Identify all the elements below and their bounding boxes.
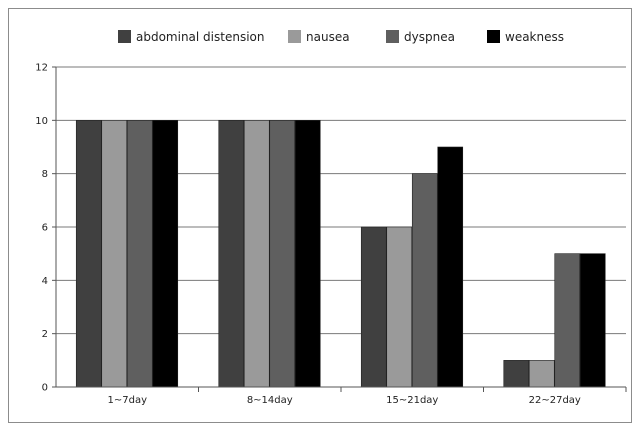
x-tick-label: 15~21day <box>386 395 438 406</box>
x-tick-label: 8~14day <box>247 395 293 406</box>
bars <box>75 120 606 388</box>
bar-abdominal-distension-1 <box>218 120 245 388</box>
legend-swatch <box>487 30 500 43</box>
y-tick-label: 8 <box>42 169 48 180</box>
bar-dyspnea-3 <box>554 253 581 388</box>
bar-nausea-0 <box>101 120 128 388</box>
y-tick-label: 12 <box>35 63 48 74</box>
bar-abdominal-distension-2 <box>360 226 387 388</box>
legend-label: nausea <box>306 30 350 44</box>
bar-weakness-1 <box>294 120 321 388</box>
bar-nausea-3 <box>528 360 555 388</box>
y-tick-label: 10 <box>35 116 48 127</box>
legend-swatch <box>386 30 399 43</box>
y-tick-label: 6 <box>42 223 48 234</box>
bar-dyspnea-2 <box>411 173 438 388</box>
bar-weakness-0 <box>152 120 179 388</box>
legend-swatch <box>288 30 301 43</box>
axes: 0 2 4 6 8 10 12 1~7day 8~14day 15~21day 22~27day <box>35 63 627 406</box>
bar-dyspnea-0 <box>126 120 153 388</box>
bar-nausea-1 <box>243 120 270 388</box>
x-tick-label: 22~27day <box>529 395 581 406</box>
bar-abdominal-distension-0 <box>75 120 102 388</box>
legend-swatch <box>118 30 131 43</box>
legend-label: dyspnea <box>404 30 455 44</box>
legend-label: abdominal distension <box>136 30 265 44</box>
legend-label: weakness <box>505 30 564 44</box>
y-tick-label: 0 <box>42 383 48 394</box>
y-tick-label: 4 <box>42 276 48 287</box>
bar-weakness-2 <box>437 146 464 388</box>
bar-nausea-2 <box>386 226 413 388</box>
y-tick-label: 2 <box>42 329 48 340</box>
bar-dyspnea-1 <box>269 120 296 388</box>
bar-weakness-3 <box>579 253 606 388</box>
x-tick-label: 1~7day <box>108 395 148 406</box>
legend: abdominal distension nausea dyspnea weaknes… <box>118 30 564 44</box>
bar-abdominal-distension-3 <box>503 360 530 388</box>
